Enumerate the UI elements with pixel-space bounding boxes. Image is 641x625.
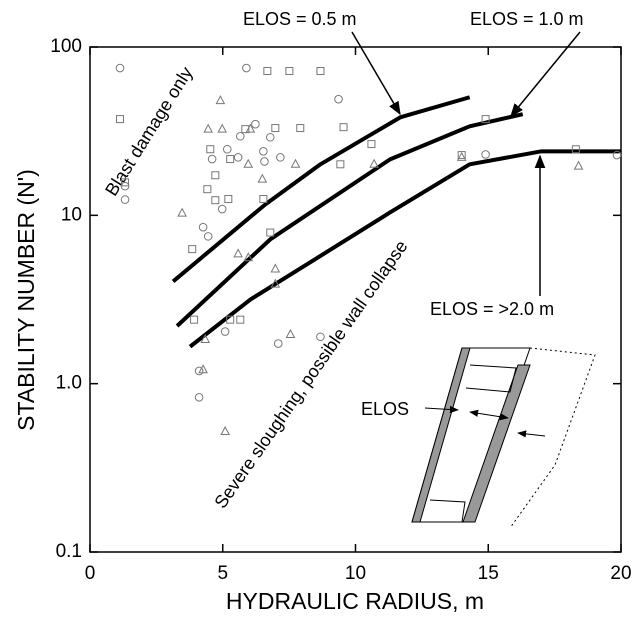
square-point — [226, 315, 235, 324]
elos-inset-diagram — [411, 347, 596, 529]
circle-point — [265, 132, 275, 142]
y-tick-label: 10 — [61, 204, 82, 225]
square-point — [367, 140, 376, 149]
circle-point — [259, 147, 268, 156]
circle-point — [612, 150, 622, 160]
circle-point — [481, 150, 490, 159]
circle-point — [115, 63, 125, 73]
square-point — [263, 67, 272, 76]
triangle-point — [215, 95, 226, 105]
y-axis-title: STABILITY NUMBER (N') — [13, 169, 39, 431]
square-point — [224, 195, 233, 204]
square-point — [211, 171, 220, 180]
circle-point — [220, 327, 230, 336]
triangle-point — [200, 333, 211, 343]
elos-line — [188, 149, 621, 349]
square-point — [241, 125, 250, 134]
x-tick-label: 20 — [610, 563, 631, 584]
arrows — [351, 31, 581, 296]
circle-point — [194, 392, 204, 402]
circle-point — [316, 332, 325, 342]
square-point — [211, 196, 220, 205]
annotation: ELOS — [361, 399, 409, 419]
circle-point — [235, 131, 245, 141]
square-point — [236, 315, 245, 324]
circle-point — [251, 119, 260, 129]
square-point — [285, 67, 294, 76]
circle-point — [203, 232, 213, 241]
x-tick-label: 0 — [85, 563, 96, 584]
square-point — [571, 145, 580, 154]
square-point — [339, 123, 348, 132]
square-point — [190, 315, 199, 324]
square-point — [226, 155, 235, 164]
x-axis-title: HYDRAULIC RADIUS, m — [226, 588, 484, 614]
y-tick-label: 0.1 — [56, 541, 82, 562]
line-label: ELOS = 0.5 m — [243, 9, 357, 29]
triangle-point — [369, 158, 379, 168]
triangle-point — [456, 151, 467, 161]
line-label: ELOS = >2.0 m — [430, 299, 554, 319]
triangle-point — [573, 160, 584, 170]
square-point — [271, 124, 280, 133]
square-point — [336, 160, 345, 169]
triangle-point — [217, 123, 228, 133]
circle-point — [198, 222, 208, 232]
square-point — [188, 245, 197, 254]
square-point — [116, 115, 125, 124]
circle-point — [207, 154, 217, 164]
elos-line — [171, 95, 471, 283]
x-tick-label: 10 — [345, 563, 366, 584]
circle-point — [217, 204, 227, 214]
square-point — [121, 178, 130, 187]
annotation: Blast damage only — [101, 63, 196, 199]
square-point — [481, 115, 490, 124]
triangle-point — [243, 252, 254, 262]
triangle-point — [285, 328, 296, 338]
annotation: Severe sloughing, possible wall collapse — [210, 237, 411, 512]
circle-point — [260, 157, 269, 166]
circle-point — [276, 153, 285, 162]
square-point — [296, 124, 305, 133]
triangle-point — [290, 158, 301, 168]
x-tick-label: 15 — [478, 563, 499, 584]
triangle-point — [203, 123, 213, 133]
triangle-point — [233, 248, 243, 258]
circle-point — [194, 366, 204, 376]
triangle-point — [198, 364, 208, 374]
circle-point — [273, 339, 283, 348]
x-tick-label: 5 — [217, 563, 228, 584]
square-point — [206, 145, 215, 154]
circle-point — [233, 153, 243, 162]
triangle-point — [243, 158, 254, 168]
square-point — [457, 151, 466, 160]
square-point — [316, 67, 325, 76]
square-point — [203, 185, 212, 194]
square-point — [259, 195, 268, 204]
y-tick-label: 1.0 — [56, 373, 82, 394]
triangle-point — [270, 278, 281, 288]
circle-point — [242, 63, 251, 73]
line-label: ELOS = 1.0 m — [470, 9, 584, 29]
triangle-point — [177, 207, 187, 217]
circle-point — [222, 144, 232, 154]
circle-point — [334, 94, 343, 104]
triangle-point — [257, 173, 268, 183]
triangle-point — [270, 263, 281, 273]
triangle-point — [220, 425, 230, 435]
circle-point — [120, 195, 130, 204]
y-tick-label: 100 — [50, 36, 82, 57]
triangle-point — [245, 123, 256, 133]
square-point — [266, 228, 275, 237]
